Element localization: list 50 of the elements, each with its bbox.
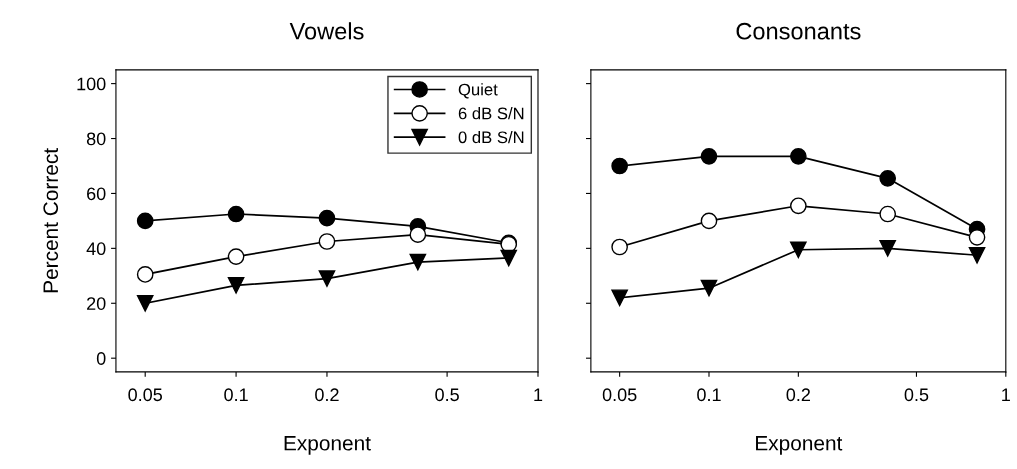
point [318, 209, 336, 227]
x-axis-title: Exponent [284, 436, 371, 455]
point [968, 246, 986, 264]
point [700, 148, 718, 165]
point [611, 157, 628, 175]
point [790, 197, 807, 215]
x-tick-label: 0.05 [128, 388, 163, 402]
x-tick-label: 0.05 [602, 388, 637, 402]
x-tick-label: 0.1 [224, 388, 248, 402]
point [500, 249, 518, 267]
point [700, 279, 718, 297]
legend-label: 0 dB S/N [458, 130, 524, 144]
point [318, 270, 336, 287]
chart-title: Consonants [736, 22, 861, 40]
point [409, 226, 427, 243]
x-tick-label: 0.5 [435, 388, 459, 402]
legend-label: Quiet [458, 83, 498, 99]
point [227, 248, 245, 265]
point [318, 233, 336, 250]
y-tick-label: 100 [77, 77, 106, 91]
x-tick-label: 0.2 [786, 388, 810, 402]
point [136, 212, 154, 230]
point [227, 277, 245, 294]
y-tick-label: 20 [87, 297, 106, 310]
y-tick-label: 0 [96, 352, 106, 365]
point [136, 266, 154, 283]
point [879, 170, 897, 187]
point [968, 229, 986, 246]
x-tick-label: 0.5 [904, 388, 929, 402]
y-tick-label: 80 [86, 132, 106, 146]
point [136, 294, 154, 312]
point [227, 205, 245, 223]
point [879, 240, 897, 257]
x-tick-label: 1 [1002, 388, 1010, 401]
y-axis-title: Percent Correct [43, 148, 59, 293]
x-tick-label: 0.2 [315, 388, 339, 402]
x-tick-label: 1 [534, 388, 543, 401]
point [700, 212, 718, 230]
x-axis-title: Exponent [756, 436, 843, 455]
point [879, 205, 897, 223]
x-tick-label: 0.1 [697, 388, 721, 402]
point [790, 241, 807, 259]
legend-label: 6 dB S/N [458, 107, 524, 120]
y-tick-label: 40 [86, 242, 106, 256]
point [611, 238, 628, 256]
chart-title: Vowels [289, 22, 364, 40]
y-tick-label: 60 [87, 187, 106, 201]
point [409, 253, 427, 271]
point [790, 148, 807, 165]
point [611, 289, 628, 307]
